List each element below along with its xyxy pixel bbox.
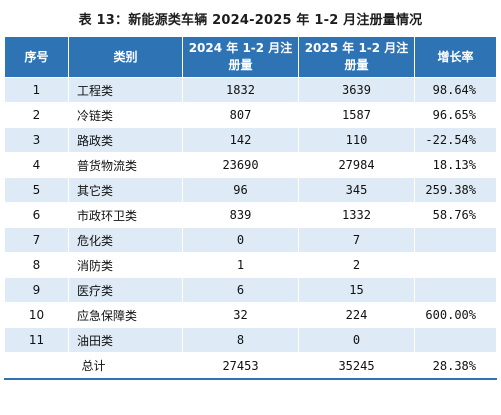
row-2025-value: 15 — [298, 277, 415, 303]
row-growth-rate: 96.65% — [414, 102, 497, 128]
row-index: 1 — [4, 77, 69, 103]
row-index: 6 — [4, 202, 69, 228]
total-row: 总计 27453 35245 28.38% — [4, 352, 497, 380]
row-2025-value: 224 — [298, 302, 415, 328]
total-2024-value: 27453 — [182, 352, 299, 380]
table-row: 11 油田类 8 0 — [4, 327, 497, 353]
row-2024-value: 1832 — [182, 77, 299, 103]
row-growth-rate — [414, 327, 497, 353]
table-row: 6 市政环卫类 839 1332 58.76% — [4, 202, 497, 228]
table-row: 7 危化类 0 7 — [4, 227, 497, 253]
registration-table: 序号 类别 2024 年 1-2 月注册量 2025 年 1-2 月注册量 增长… — [4, 36, 497, 380]
row-2025-value: 110 — [298, 127, 415, 153]
row-index: 9 — [4, 277, 69, 303]
row-index: 7 — [4, 227, 69, 253]
row-index: 10 — [4, 302, 69, 328]
table-row: 4 普货物流类 23690 27984 18.13% — [4, 152, 497, 178]
row-index: 2 — [4, 102, 69, 128]
row-2024-value: 1 — [182, 252, 299, 278]
header-index: 序号 — [4, 36, 69, 78]
row-2024-value: 142 — [182, 127, 299, 153]
row-category: 其它类 — [68, 177, 183, 203]
row-2024-value: 839 — [182, 202, 299, 228]
header-category: 类别 — [68, 36, 183, 78]
row-2024-value: 96 — [182, 177, 299, 203]
row-2024-value: 0 — [182, 227, 299, 253]
row-category: 冷链类 — [68, 102, 183, 128]
row-2024-value: 32 — [182, 302, 299, 328]
row-2024-value: 8 — [182, 327, 299, 353]
row-index: 4 — [4, 152, 69, 178]
table-row: 1 工程类 1832 3639 98.64% — [4, 77, 497, 103]
row-2024-value: 807 — [182, 102, 299, 128]
row-growth-rate — [414, 252, 497, 278]
row-growth-rate: 259.38% — [414, 177, 497, 203]
row-growth-rate: 18.13% — [414, 152, 497, 178]
total-2025-value: 35245 — [298, 352, 415, 380]
row-category: 危化类 — [68, 227, 183, 253]
total-growth-rate: 28.38% — [414, 352, 497, 380]
row-2025-value: 7 — [298, 227, 415, 253]
table-row: 3 路政类 142 110 -22.54% — [4, 127, 497, 153]
row-2025-value: 0 — [298, 327, 415, 353]
row-growth-rate: -22.54% — [414, 127, 497, 153]
row-growth-rate — [414, 227, 497, 253]
row-index: 3 — [4, 127, 69, 153]
table-row: 8 消防类 1 2 — [4, 252, 497, 278]
row-category: 市政环卫类 — [68, 202, 183, 228]
row-index: 11 — [4, 327, 69, 353]
header-2025: 2025 年 1-2 月注册量 — [298, 36, 415, 78]
row-growth-rate — [414, 277, 497, 303]
table-row: 10 应急保障类 32 224 600.00% — [4, 302, 497, 328]
row-2024-value: 23690 — [182, 152, 299, 178]
row-growth-rate: 58.76% — [414, 202, 497, 228]
total-label: 总计 — [4, 352, 183, 380]
row-index: 8 — [4, 252, 69, 278]
table-row: 9 医疗类 6 15 — [4, 277, 497, 303]
row-2024-value: 6 — [182, 277, 299, 303]
header-growth: 增长率 — [414, 36, 497, 78]
row-2025-value: 1332 — [298, 202, 415, 228]
row-category: 路政类 — [68, 127, 183, 153]
header-2024: 2024 年 1-2 月注册量 — [182, 36, 299, 78]
row-growth-rate: 98.64% — [414, 77, 497, 103]
header-row: 序号 类别 2024 年 1-2 月注册量 2025 年 1-2 月注册量 增长… — [4, 36, 497, 78]
row-category: 普货物流类 — [68, 152, 183, 178]
table-body: 1 工程类 1832 3639 98.64% 2 冷链类 807 1587 96.65% 3 路政类 1… — [4, 77, 497, 380]
table-row: 2 冷链类 807 1587 96.65% — [4, 102, 497, 128]
row-category: 工程类 — [68, 77, 183, 103]
row-category: 油田类 — [68, 327, 183, 353]
row-category: 应急保障类 — [68, 302, 183, 328]
row-2025-value: 2 — [298, 252, 415, 278]
row-category: 消防类 — [68, 252, 183, 278]
row-category: 医疗类 — [68, 277, 183, 303]
table-title: 表 13：新能源类车辆 2024-2025 年 1-2 月注册量情况 — [78, 13, 423, 28]
row-index: 5 — [4, 177, 69, 203]
row-2025-value: 27984 — [298, 152, 415, 178]
row-2025-value: 3639 — [298, 77, 415, 103]
row-2025-value: 1587 — [298, 102, 415, 128]
row-growth-rate: 600.00% — [414, 302, 497, 328]
table-row: 5 其它类 96 345 259.38% — [4, 177, 497, 203]
row-2025-value: 345 — [298, 177, 415, 203]
